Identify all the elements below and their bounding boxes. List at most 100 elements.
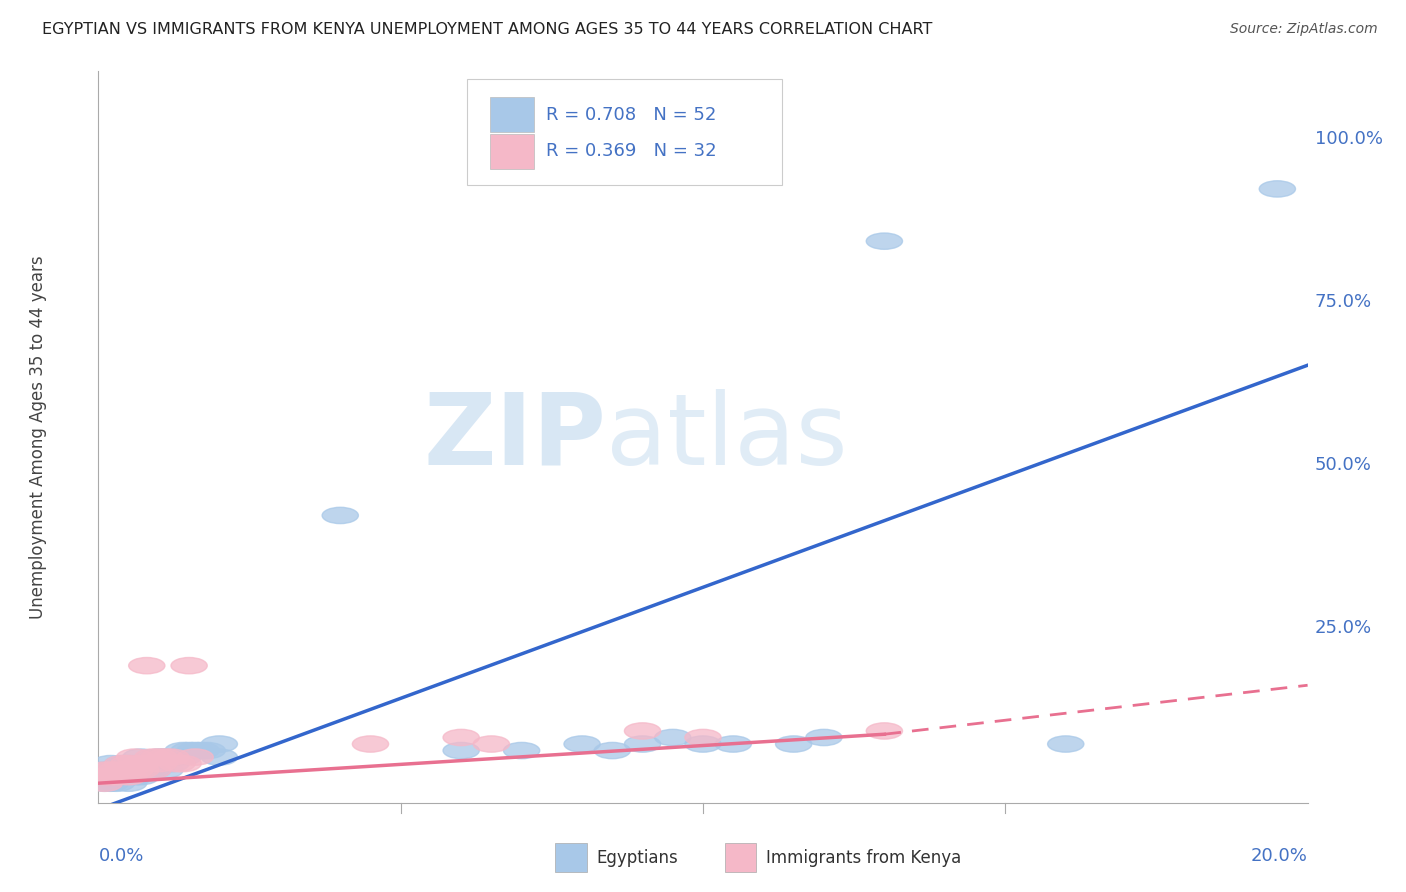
Text: atlas: atlas	[606, 389, 848, 485]
Ellipse shape	[135, 756, 172, 772]
Ellipse shape	[98, 769, 135, 785]
FancyBboxPatch shape	[555, 844, 586, 871]
Text: Unemployment Among Ages 35 to 44 years: Unemployment Among Ages 35 to 44 years	[30, 255, 46, 619]
Ellipse shape	[122, 769, 159, 785]
Ellipse shape	[98, 769, 135, 785]
Ellipse shape	[111, 756, 146, 772]
Ellipse shape	[117, 769, 153, 785]
Ellipse shape	[146, 749, 183, 765]
Ellipse shape	[165, 749, 201, 765]
Ellipse shape	[443, 730, 479, 746]
Ellipse shape	[111, 756, 146, 772]
Ellipse shape	[503, 742, 540, 759]
Ellipse shape	[111, 769, 146, 785]
Ellipse shape	[564, 736, 600, 752]
Ellipse shape	[172, 742, 207, 759]
Ellipse shape	[1047, 736, 1084, 752]
Ellipse shape	[866, 233, 903, 250]
Ellipse shape	[93, 769, 129, 785]
Ellipse shape	[135, 762, 172, 779]
Ellipse shape	[322, 508, 359, 524]
Ellipse shape	[141, 756, 177, 772]
Ellipse shape	[716, 736, 751, 752]
Ellipse shape	[183, 742, 219, 759]
FancyBboxPatch shape	[467, 78, 782, 185]
Ellipse shape	[685, 736, 721, 752]
Ellipse shape	[624, 723, 661, 739]
Ellipse shape	[93, 769, 129, 785]
Ellipse shape	[135, 749, 172, 765]
Ellipse shape	[104, 756, 141, 772]
Ellipse shape	[177, 742, 214, 759]
FancyBboxPatch shape	[491, 134, 534, 169]
Ellipse shape	[104, 769, 141, 785]
Ellipse shape	[98, 762, 135, 779]
Ellipse shape	[474, 736, 509, 752]
Ellipse shape	[93, 775, 129, 791]
Text: R = 0.708   N = 52: R = 0.708 N = 52	[546, 105, 716, 123]
Ellipse shape	[201, 736, 238, 752]
Ellipse shape	[177, 749, 214, 765]
Ellipse shape	[129, 657, 165, 673]
Ellipse shape	[159, 749, 195, 765]
Text: 0.0%: 0.0%	[98, 847, 143, 864]
Ellipse shape	[117, 749, 153, 765]
Ellipse shape	[866, 723, 903, 739]
Ellipse shape	[93, 762, 129, 779]
Ellipse shape	[98, 775, 135, 791]
Ellipse shape	[141, 749, 177, 765]
Ellipse shape	[153, 756, 190, 772]
Ellipse shape	[86, 769, 122, 785]
Ellipse shape	[93, 756, 129, 772]
Text: R = 0.369   N = 32: R = 0.369 N = 32	[546, 142, 717, 160]
Ellipse shape	[122, 762, 159, 779]
Ellipse shape	[104, 762, 141, 779]
Ellipse shape	[135, 762, 172, 779]
Ellipse shape	[111, 762, 146, 779]
Ellipse shape	[165, 742, 201, 759]
Ellipse shape	[129, 762, 165, 779]
Ellipse shape	[111, 775, 146, 791]
Ellipse shape	[188, 742, 225, 759]
Text: EGYPTIAN VS IMMIGRANTS FROM KENYA UNEMPLOYMENT AMONG AGES 35 TO 44 YEARS CORRELA: EGYPTIAN VS IMMIGRANTS FROM KENYA UNEMPL…	[42, 22, 932, 37]
Text: Immigrants from Kenya: Immigrants from Kenya	[766, 848, 962, 867]
Ellipse shape	[122, 749, 159, 765]
Text: ZIP: ZIP	[423, 389, 606, 485]
Ellipse shape	[159, 756, 195, 772]
Ellipse shape	[685, 730, 721, 746]
Ellipse shape	[129, 756, 165, 772]
FancyBboxPatch shape	[724, 844, 756, 871]
Ellipse shape	[153, 749, 190, 765]
Ellipse shape	[776, 736, 811, 752]
Ellipse shape	[201, 749, 238, 765]
Ellipse shape	[595, 742, 630, 759]
Ellipse shape	[624, 736, 661, 752]
FancyBboxPatch shape	[491, 97, 534, 132]
Ellipse shape	[122, 762, 159, 779]
Ellipse shape	[443, 742, 479, 759]
Ellipse shape	[117, 762, 153, 779]
Text: 20.0%: 20.0%	[1251, 847, 1308, 864]
Ellipse shape	[655, 730, 690, 746]
Ellipse shape	[1260, 181, 1295, 197]
Ellipse shape	[86, 769, 122, 785]
Ellipse shape	[122, 756, 159, 772]
Ellipse shape	[98, 762, 135, 779]
Ellipse shape	[104, 756, 141, 772]
Ellipse shape	[353, 736, 388, 752]
Ellipse shape	[86, 775, 122, 791]
Ellipse shape	[141, 756, 177, 772]
Ellipse shape	[146, 749, 183, 765]
Ellipse shape	[172, 657, 207, 673]
Ellipse shape	[104, 762, 141, 779]
Text: Source: ZipAtlas.com: Source: ZipAtlas.com	[1230, 22, 1378, 37]
Text: Egyptians: Egyptians	[596, 848, 678, 867]
Ellipse shape	[806, 730, 842, 746]
Ellipse shape	[86, 775, 122, 791]
Ellipse shape	[146, 762, 183, 779]
Ellipse shape	[141, 749, 177, 765]
Ellipse shape	[117, 762, 153, 779]
Ellipse shape	[86, 762, 122, 779]
Ellipse shape	[165, 756, 201, 772]
Ellipse shape	[86, 762, 122, 779]
